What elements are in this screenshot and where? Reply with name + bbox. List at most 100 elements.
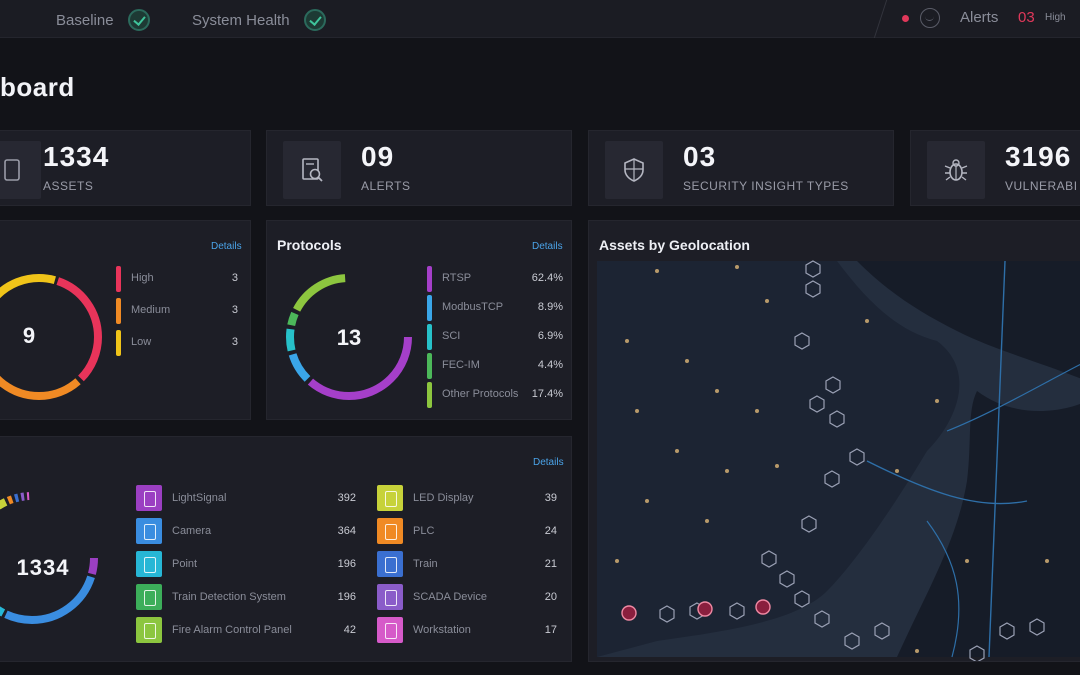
asset-type-count: 364 <box>337 525 356 537</box>
protocols-donut <box>286 274 412 400</box>
asset-type-row[interactable]: Fire Alarm Control Panel 42 <box>136 617 366 643</box>
legend-name: Low <box>131 336 152 348</box>
legend-row-low: Low 3 <box>116 330 241 356</box>
assets-donut <box>0 492 98 624</box>
asset-type-row[interactable]: SCADA Device 20 <box>377 584 607 610</box>
shield-icon <box>605 141 663 199</box>
stat-value: 1334 <box>43 141 110 172</box>
asset-type-count: 42 <box>343 624 356 636</box>
stat-card-assets[interactable]: 1334 ASSETS <box>0 130 251 206</box>
asset-type-count: 39 <box>544 492 557 504</box>
legend-value: 6.9% <box>537 330 563 342</box>
asset-type-count: 196 <box>337 558 356 570</box>
asset-type-row[interactable]: Workstation 17 <box>377 617 607 643</box>
assets-types-panel: Details 1334 LightSignal 392 Camera 364 Poin… <box>0 436 572 662</box>
protocol-legend-row: Other Protocols 17.4% <box>427 382 567 408</box>
legend-value: 8.9% <box>537 301 563 313</box>
asset-type-icon <box>136 518 162 544</box>
donut-segment-medium <box>0 274 102 400</box>
details-link[interactable]: Details <box>211 241 242 252</box>
legend-value: 62.4% <box>531 272 563 284</box>
asset-type-count: 196 <box>337 591 356 603</box>
top-bar: Baseline System Health Alerts 03 High <box>0 0 1080 38</box>
legend-value: 17.4% <box>531 388 563 400</box>
geolocation-panel: Assets by Geolocation <box>588 220 1080 662</box>
asset-node-cluster <box>659 260 1045 661</box>
stat-label: ASSETS <box>43 179 94 193</box>
baseline-label: Baseline <box>56 11 114 29</box>
user-status-icon[interactable] <box>920 8 940 28</box>
legend-color <box>427 324 432 350</box>
legend-name: ModbusTCP <box>442 301 504 313</box>
donut-segment <box>0 492 98 624</box>
page-title: board <box>0 72 75 102</box>
protocol-legend-row: RTSP 62.4% <box>427 266 567 292</box>
stat-card-vulnerabilities[interactable]: 3196 VULNERABI <box>910 130 1080 206</box>
protocol-legend-row: FEC-IM 4.4% <box>427 353 567 379</box>
legend-color-high <box>116 266 121 292</box>
system-health-status[interactable]: System Health <box>192 9 326 31</box>
alerts-count[interactable]: 03 <box>1018 9 1035 26</box>
stat-label: ALERTS <box>361 179 411 193</box>
alerts-donut <box>0 274 102 400</box>
stat-label: VULNERABI <box>1005 179 1078 193</box>
legend-name: RTSP <box>442 272 472 284</box>
city-markers <box>615 265 1049 653</box>
geolocation-map[interactable] <box>597 260 1080 661</box>
asset-type-count: 20 <box>544 591 557 603</box>
asset-type-row[interactable]: LED Display 39 <box>377 485 607 511</box>
protocols-panel: Protocols Details 13 RTSP 62.4% ModbusTCP 8… <box>266 220 572 420</box>
details-link[interactable]: Details <box>532 241 563 252</box>
asset-type-name: SCADA Device <box>413 591 487 603</box>
asset-type-count: 24 <box>544 525 557 537</box>
legend-value: 3 <box>231 336 238 348</box>
asset-type-icon <box>136 584 162 610</box>
asset-type-row[interactable]: LightSignal 392 <box>136 485 366 511</box>
system-health-label: System Health <box>192 11 290 29</box>
notification-dot-icon <box>902 15 909 22</box>
asset-type-icon <box>136 485 162 511</box>
legend-value: 4.4% <box>537 359 563 371</box>
asset-type-name: LightSignal <box>172 492 227 504</box>
legend-row-high: High 3 <box>116 266 241 292</box>
legend-value: 3 <box>231 272 238 284</box>
asset-type-icon <box>377 617 403 643</box>
protocol-legend-row: SCI 6.9% <box>427 324 567 350</box>
asset-type-row[interactable]: Train 21 <box>377 551 607 577</box>
details-link[interactable]: Details <box>533 457 564 468</box>
bug-icon <box>927 141 985 199</box>
legend-name: Other Protocols <box>442 388 519 400</box>
legend-color <box>427 266 432 292</box>
asset-type-row[interactable]: Train Detection System 196 <box>136 584 366 610</box>
stat-card-security-insights[interactable]: 03 SECURITY INSIGHT TYPES <box>588 130 894 206</box>
legend-row-medium: Medium 3 <box>116 298 241 324</box>
alerts-label[interactable]: Alerts <box>960 9 999 26</box>
baseline-status[interactable]: Baseline <box>56 9 150 31</box>
alerts-severity-panel: Details 9 High 3 Medium 3 Low 3 <box>0 220 251 420</box>
stat-card-alerts[interactable]: 09 ALERTS <box>266 130 572 206</box>
panel-title: Protocols <box>277 237 342 253</box>
topbar-divider <box>873 0 901 38</box>
donut-segment-low <box>0 274 102 400</box>
donut-segment <box>286 274 412 400</box>
assets-icon <box>0 141 41 199</box>
alert-node-cluster <box>621 599 771 621</box>
asset-type-icon <box>136 551 162 577</box>
legend-name: Medium <box>131 304 171 316</box>
panel-title: Assets by Geolocation <box>599 237 750 253</box>
stat-value: 3196 <box>1005 141 1072 172</box>
stat-value: 09 <box>361 141 395 172</box>
protocols-total: 13 <box>336 325 362 350</box>
asset-type-count: 17 <box>544 624 557 636</box>
alerts-total: 9 <box>22 323 36 348</box>
asset-type-icon <box>377 485 403 511</box>
asset-type-row[interactable]: Point 196 <box>136 551 366 577</box>
legend-color <box>427 295 432 321</box>
asset-type-icon <box>136 617 162 643</box>
check-icon <box>303 9 326 31</box>
asset-type-count: 392 <box>337 492 356 504</box>
stat-label: SECURITY INSIGHT TYPES <box>683 179 849 193</box>
stat-value: 03 <box>683 141 717 172</box>
asset-type-row[interactable]: Camera 364 <box>136 518 366 544</box>
asset-type-row[interactable]: PLC 24 <box>377 518 607 544</box>
